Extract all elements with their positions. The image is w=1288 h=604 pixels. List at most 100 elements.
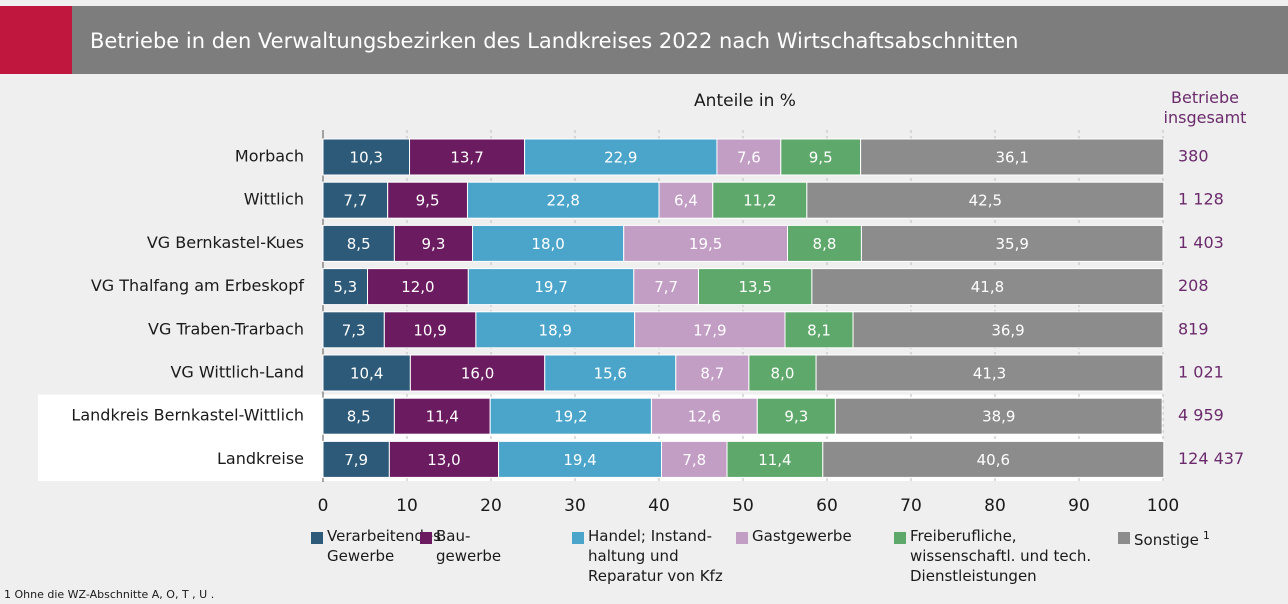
- bar-segment: [806, 181, 1165, 219]
- bar-segment: [544, 354, 677, 392]
- bar-segment: [387, 181, 468, 219]
- data-label: 8,7: [700, 365, 724, 383]
- bar-segment: [822, 440, 1165, 478]
- chart-title: Betriebe in den Verwaltungsbezirken des …: [90, 29, 1018, 53]
- data-label: 13,7: [450, 149, 483, 167]
- data-label: 10,3: [350, 149, 383, 167]
- bar-segment: [658, 181, 714, 219]
- x-tick-label: 10: [396, 496, 418, 516]
- total-label: 124 437: [1178, 449, 1244, 468]
- data-label: 7,6: [737, 149, 761, 167]
- bar-segment: [322, 268, 369, 306]
- bar-segment: [860, 224, 1164, 262]
- bar-segment: [852, 311, 1164, 349]
- data-label: 19,2: [554, 408, 587, 426]
- data-label: 7,8: [682, 451, 706, 469]
- x-tick-label: 0: [318, 496, 329, 516]
- x-tick-label: 90: [1068, 496, 1090, 516]
- legend-label: Handel; Instand-haltung und Reparatur vo…: [588, 527, 723, 585]
- data-label: 11,4: [758, 451, 791, 469]
- bar-segment: [393, 397, 491, 435]
- data-label: 8,1: [807, 321, 831, 339]
- x-axis-label: Anteile in %: [694, 91, 796, 111]
- legend-label: Freiberufliche, wissenschaftl. und tech.…: [910, 527, 1092, 585]
- data-label: 10,9: [413, 321, 446, 339]
- data-label: 7,7: [654, 278, 678, 296]
- total-label: 380: [1178, 147, 1209, 166]
- data-label: 15,6: [594, 365, 627, 383]
- totals-title: Betriebe insgesamt: [1163, 88, 1247, 127]
- bar-segment: [834, 397, 1163, 435]
- data-label: 7,7: [343, 192, 367, 210]
- legend-label: Bau-gewerbe: [436, 527, 502, 565]
- data-label: 17,9: [693, 321, 726, 339]
- data-label: 41,3: [973, 365, 1006, 383]
- data-label: 36,1: [996, 149, 1029, 167]
- legend-swatch: [736, 532, 748, 544]
- data-label: 19,4: [563, 451, 596, 469]
- bar-segment: [661, 440, 728, 478]
- data-label: 11,2: [743, 192, 776, 210]
- data-label: 9,5: [809, 149, 833, 167]
- bar-segment: [472, 224, 625, 262]
- total-label: 1 128: [1178, 190, 1224, 209]
- data-label: 38,9: [982, 408, 1015, 426]
- data-label: 18,0: [531, 235, 564, 253]
- bar-segment: [811, 268, 1164, 306]
- data-label: 8,5: [347, 235, 371, 253]
- data-label: 18,9: [539, 321, 572, 339]
- data-label: 19,5: [689, 235, 722, 253]
- total-label: 208: [1178, 276, 1209, 295]
- bar-segment: [322, 440, 390, 478]
- data-label: 35,9: [996, 235, 1029, 253]
- data-label: 8,0: [771, 365, 795, 383]
- data-label: 6,4: [674, 192, 698, 210]
- data-label: 13,0: [427, 451, 460, 469]
- data-label: 9,3: [422, 235, 446, 253]
- bar-segment: [650, 397, 758, 435]
- data-label: 12,6: [688, 408, 721, 426]
- bar-segment: [388, 440, 500, 478]
- x-tick-label: 50: [732, 496, 754, 516]
- data-label: 22,9: [604, 149, 637, 167]
- y-tick-label: VG Bernkastel-Kues: [147, 233, 304, 252]
- total-label: 1 021: [1178, 363, 1224, 382]
- y-tick-label: Landkreise: [217, 449, 304, 468]
- bar-segment: [633, 268, 699, 306]
- x-tick-label: 80: [984, 496, 1006, 516]
- data-label: 12,0: [401, 278, 434, 296]
- bar-segment: [489, 397, 652, 435]
- x-tick-label: 20: [480, 496, 502, 516]
- data-label: 9,5: [416, 192, 440, 210]
- data-label: 11,4: [426, 408, 459, 426]
- bar-segment: [815, 354, 1164, 392]
- y-tick-label: Morbach: [235, 147, 304, 166]
- bar-segment: [467, 268, 635, 306]
- y-tick-label: Wittlich: [244, 190, 304, 209]
- data-label: 7,3: [342, 321, 366, 339]
- bar-segment: [393, 224, 474, 262]
- bar-segment: [409, 138, 526, 176]
- bar-segment: [634, 311, 786, 349]
- data-label: 8,5: [347, 408, 371, 426]
- bar-segment: [322, 354, 411, 392]
- bar-segment: [322, 138, 411, 176]
- bar-segment: [860, 138, 1165, 176]
- data-label: 40,6: [977, 451, 1010, 469]
- x-tick-label: 70: [900, 496, 922, 516]
- legend-swatch: [311, 532, 323, 544]
- data-label: 41,8: [971, 278, 1004, 296]
- y-tick-label: VG Wittlich-Land: [170, 363, 304, 382]
- data-label: 13,5: [738, 278, 771, 296]
- data-label: 16,0: [461, 365, 494, 383]
- bar-segment: [322, 224, 395, 262]
- bar-segment: [322, 311, 385, 349]
- legend-label: Gastgewerbe: [752, 527, 852, 545]
- total-label: 4 959: [1178, 406, 1224, 425]
- legend-swatch: [572, 532, 584, 544]
- bar-segment: [716, 138, 782, 176]
- y-tick-label: Landkreis Bernkastel-Wittlich: [71, 406, 304, 425]
- x-tick-label: 40: [648, 496, 670, 516]
